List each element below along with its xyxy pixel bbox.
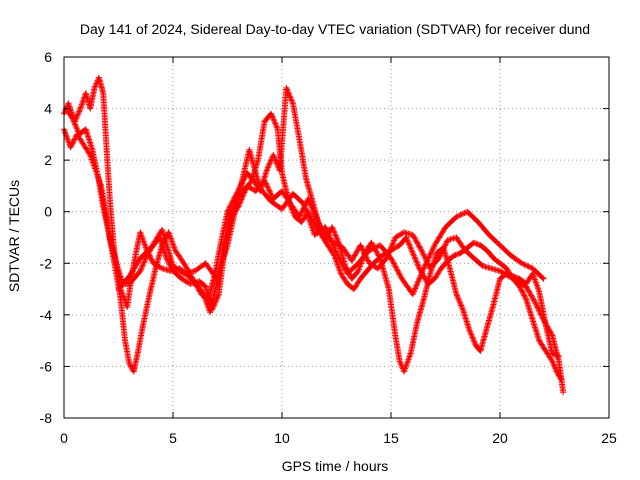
y-tick-label: 4 <box>44 101 52 117</box>
y-tick-label: -4 <box>40 307 53 323</box>
x-tick-label: 25 <box>601 430 617 446</box>
y-tick-label: -8 <box>40 410 53 426</box>
plot-frame <box>63 56 610 419</box>
chart-title: Day 141 of 2024, Sidereal Day-to-day VTE… <box>80 21 590 37</box>
y-tick-label: -6 <box>40 358 53 374</box>
x-tick-label: 0 <box>60 430 68 446</box>
y-tick-label: 2 <box>44 152 52 168</box>
x-tick-label: 5 <box>169 430 177 446</box>
y-tick-label: -2 <box>40 255 53 271</box>
y-axis-label: SDTVAR / TECUs <box>6 180 22 292</box>
axis-ticks <box>63 56 610 419</box>
data-points <box>61 74 567 396</box>
x-tick-label: 10 <box>274 430 290 446</box>
y-tick-label: 0 <box>44 204 52 220</box>
x-tick-label: 20 <box>492 430 508 446</box>
series-track-d <box>115 146 547 298</box>
x-tick-labels: 0 5 10 15 20 25 <box>60 430 617 446</box>
x-axis-label: GPS time / hours <box>282 458 389 474</box>
y-tick-labels: -8 -6 -4 -2 0 2 4 6 <box>40 49 53 426</box>
data-marks <box>115 146 547 298</box>
x-tick-label: 15 <box>383 430 399 446</box>
y-tick-label: 6 <box>44 49 52 65</box>
